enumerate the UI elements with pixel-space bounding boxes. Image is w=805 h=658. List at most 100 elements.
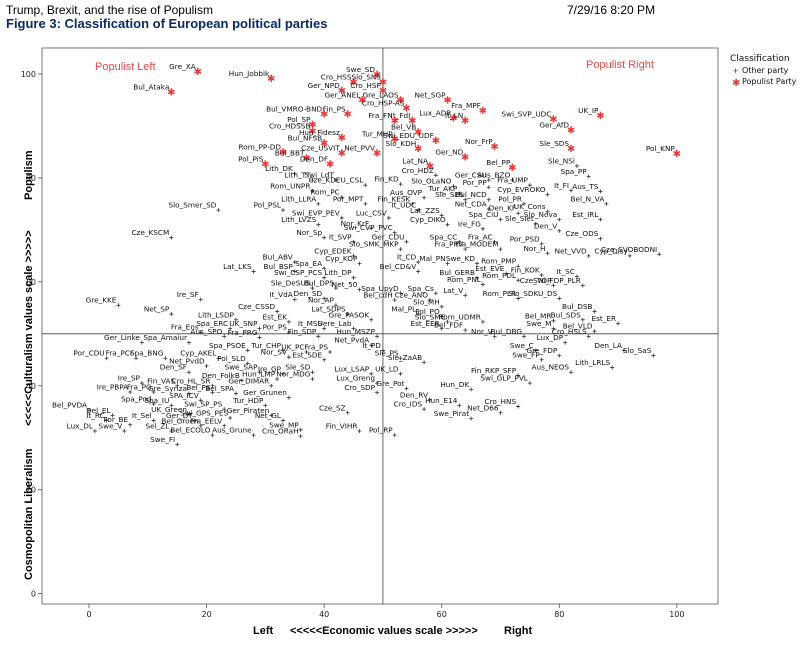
- data-point: Ger_DIMAR: [228, 376, 274, 388]
- data-point: ✱UK_IP: [578, 106, 605, 122]
- other-party-marker: [480, 226, 485, 231]
- data-point: ✱Slo_KDH: [386, 139, 423, 155]
- other-party-marker: [257, 326, 262, 331]
- populist-marker: ✱: [479, 106, 487, 117]
- data-point: Bel_FDF: [434, 321, 468, 333]
- data-point: Net_CDA: [455, 200, 491, 212]
- data-point: Aus_BZO: [477, 170, 515, 182]
- data-point: Net_D66: [467, 403, 503, 415]
- quadrant-label-populist-left: Populist Left: [95, 61, 156, 73]
- populist-marker: ✱: [426, 161, 434, 172]
- other-party-marker: [545, 192, 550, 197]
- other-party-marker: [263, 403, 268, 408]
- data-point: Bul_SDS: [551, 310, 585, 322]
- point-label: Rom_PLR: [483, 289, 517, 298]
- point-label: Gre_Pot: [376, 379, 404, 388]
- point-label: Ire_PBPA: [97, 382, 128, 391]
- y-tick-label: 100: [21, 70, 36, 79]
- point-label: Slo_SNS: [351, 72, 381, 81]
- legend-item-populist: Populist Party: [742, 77, 797, 86]
- data-point: ✱Bul_VMRO-BND: [266, 104, 328, 120]
- other-party-marker: [316, 201, 321, 206]
- other-party-marker: [404, 386, 409, 391]
- data-point: Den_FolkB: [202, 371, 244, 383]
- other-party-marker: [151, 401, 156, 406]
- other-party-marker: [557, 228, 562, 233]
- point-label: Fin_KD: [374, 175, 399, 184]
- data-point: Cze_ANO: [395, 291, 432, 303]
- data-point: Net_50: [332, 280, 362, 292]
- point-label: Spa_Pod: [121, 394, 152, 403]
- other-party-marker: [563, 340, 568, 345]
- data-point: Est_SDE: [292, 350, 327, 362]
- data-point: Hun_LMP: [242, 370, 280, 382]
- other-party-marker: [357, 287, 362, 292]
- other-party-marker: [398, 356, 403, 361]
- data-point: Bel_PVDA: [52, 401, 92, 413]
- data-point: ✱Hun_Fidesz: [299, 128, 346, 144]
- data-point: Sle_NSi: [548, 156, 579, 168]
- data-point: Gre_KKE: [86, 296, 121, 308]
- data-point: Bul_DBG: [491, 327, 527, 339]
- data-point: Spa_Amaiur: [143, 333, 191, 345]
- other-party-marker: [510, 177, 515, 182]
- point-label: Gre_PASOK: [328, 310, 369, 319]
- data-point: Spa_BNG: [130, 349, 168, 361]
- populist-marker: ✱: [343, 109, 351, 120]
- data-point: ✱Ger_NPD: [308, 81, 346, 97]
- workbook-title: Trump, Brexit, and the rise of Populism: [6, 3, 213, 17]
- data-point: It_MSS: [298, 319, 327, 331]
- data-point: Sle_SLS: [435, 190, 468, 202]
- point-label: Gre_LAOS: [362, 90, 398, 99]
- data-point: Cze_SZ: [319, 403, 350, 415]
- data-point: Fra_MODEM: [455, 240, 503, 252]
- other-party-marker: [463, 328, 468, 333]
- point-label: Swi_SP_PS: [184, 400, 222, 409]
- point-label: Rom_PP-DD: [239, 142, 282, 151]
- other-party-marker: [322, 357, 327, 362]
- point-label: Cze_KSCM: [131, 228, 169, 237]
- point-label: Lux_Greng: [336, 374, 375, 383]
- data-point: Rom_UNPR: [270, 181, 315, 193]
- point-label: It_Sel: [132, 411, 152, 420]
- data-point: Ger_CSU: [455, 170, 491, 182]
- other-party-marker: [522, 201, 527, 206]
- point-label: Cze_SVOBODNI: [601, 245, 657, 254]
- other-party-marker: [333, 286, 338, 291]
- other-party-marker: [322, 266, 327, 271]
- point-label: Lux_DP: [537, 333, 564, 342]
- other-party-marker: [186, 412, 191, 417]
- point-label: Swi_LdT: [304, 170, 334, 179]
- other-party-marker: [251, 433, 256, 438]
- data-point: Fin_VIHR: [326, 421, 362, 433]
- other-party-marker: [363, 201, 368, 206]
- data-point: It_CD: [397, 253, 421, 265]
- point-label: Spa_IU: [144, 396, 169, 405]
- data-point: Tur_CHP: [250, 341, 286, 353]
- data-point: Lat_ZZS: [410, 206, 444, 218]
- point-label: Ger_AfD: [539, 121, 569, 130]
- data-point: Bel_Groen: [161, 416, 203, 428]
- other-party-marker: [533, 348, 538, 353]
- point-label: Slo_MH: [413, 297, 440, 306]
- data-point: It_PD: [362, 341, 385, 353]
- point-label: Spa_ERC: [196, 319, 228, 328]
- data-point: Cro_HSLS: [552, 327, 591, 339]
- point-label: Swe_SAP: [225, 363, 258, 372]
- point-label: Hun_MSZP: [336, 327, 375, 336]
- data-point: ✱Fin_PS: [323, 104, 352, 120]
- point-label: It_FdI: [391, 111, 411, 120]
- data-point: Rom_PMP: [481, 257, 521, 269]
- data-point: Cze_SVOBODNI: [601, 245, 662, 257]
- reference-lines: [42, 48, 718, 604]
- point-label: Ger_ND: [435, 148, 463, 157]
- other-party-marker: [416, 208, 421, 213]
- populist-marker: ✱: [320, 109, 328, 120]
- other-party-marker: [139, 340, 144, 345]
- other-party-marker: [351, 239, 356, 244]
- point-label: Ire_SP: [118, 374, 141, 383]
- other-party-marker: [539, 357, 544, 362]
- point-label: Hun_Fidesz: [299, 128, 340, 137]
- point-label: Cro_HSP-AS: [362, 98, 405, 107]
- other-party-marker: [175, 442, 180, 447]
